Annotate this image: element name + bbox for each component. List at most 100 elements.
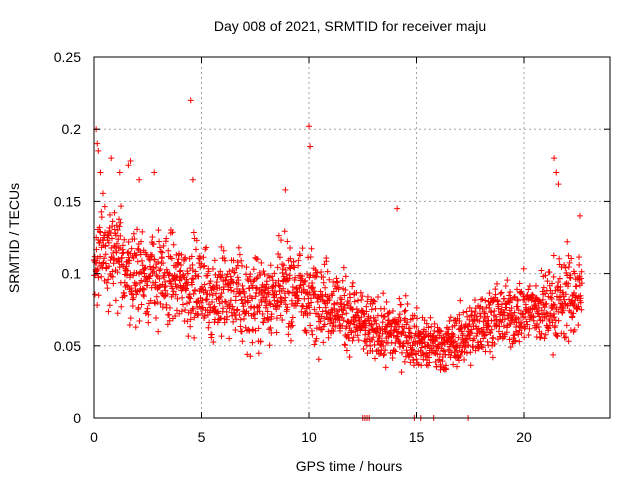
data-point xyxy=(417,329,424,336)
data-point xyxy=(463,336,470,343)
data-point xyxy=(320,339,327,346)
data-point xyxy=(129,302,136,309)
data-point xyxy=(334,279,341,286)
data-point xyxy=(246,328,253,335)
data-point xyxy=(290,258,297,265)
data-point xyxy=(128,285,135,292)
data-point xyxy=(139,228,146,235)
data-point xyxy=(460,309,467,316)
data-point xyxy=(347,320,354,327)
data-point xyxy=(565,263,572,270)
data-point xyxy=(485,323,492,330)
data-point xyxy=(518,319,525,326)
data-point xyxy=(193,237,200,244)
data-point xyxy=(296,252,303,259)
data-point xyxy=(125,238,132,245)
data-point xyxy=(346,353,353,360)
data-point xyxy=(554,333,561,340)
data-point xyxy=(488,309,495,316)
data-point xyxy=(469,343,476,350)
data-point xyxy=(436,351,443,358)
data-point xyxy=(232,327,239,334)
data-point xyxy=(326,296,333,303)
data-point xyxy=(207,278,214,285)
data-point xyxy=(325,334,332,341)
data-point xyxy=(556,255,563,262)
data-point xyxy=(150,241,157,248)
data-point xyxy=(221,255,228,262)
data-point xyxy=(522,313,529,320)
data-point xyxy=(563,322,570,329)
data-point xyxy=(514,297,521,304)
data-point xyxy=(413,304,420,311)
data-point xyxy=(404,300,411,307)
data-point xyxy=(191,334,198,341)
data-point xyxy=(562,264,569,271)
data-point xyxy=(541,335,548,342)
data-point xyxy=(162,278,169,285)
data-point xyxy=(567,274,574,281)
data-point xyxy=(450,332,457,339)
data-point xyxy=(220,305,227,312)
data-point xyxy=(578,280,585,287)
data-point xyxy=(104,285,111,292)
data-point xyxy=(358,296,365,303)
data-point xyxy=(379,319,386,326)
data-point xyxy=(578,275,585,282)
data-point xyxy=(456,318,463,325)
data-point xyxy=(109,268,116,275)
data-point xyxy=(514,296,521,303)
y-tick-label: 0.2 xyxy=(62,121,82,137)
data-point xyxy=(553,332,560,339)
data-point xyxy=(252,293,259,300)
data-point xyxy=(226,268,233,275)
data-point xyxy=(526,283,533,290)
data-point xyxy=(102,242,109,249)
data-point xyxy=(112,232,119,239)
data-point xyxy=(471,296,478,303)
data-point xyxy=(108,235,115,242)
data-point xyxy=(106,302,113,309)
data-point xyxy=(498,289,505,296)
data-point xyxy=(571,300,578,307)
data-point xyxy=(516,280,523,287)
data-point xyxy=(240,286,247,293)
data-point xyxy=(224,271,231,278)
data-point xyxy=(289,314,296,321)
data-point xyxy=(355,297,362,304)
data-point xyxy=(423,328,430,335)
data-point xyxy=(130,230,137,237)
data-point xyxy=(511,309,518,316)
data-point xyxy=(112,297,119,304)
data-point xyxy=(461,356,468,363)
data-point xyxy=(336,322,343,329)
data-point xyxy=(381,305,388,312)
data-point xyxy=(540,284,547,291)
data-point xyxy=(381,313,388,320)
data-point xyxy=(234,306,241,313)
data-point xyxy=(273,315,280,322)
data-point xyxy=(279,266,286,273)
data-point xyxy=(141,286,148,293)
data-point xyxy=(186,299,193,306)
data-point xyxy=(271,270,278,277)
data-point xyxy=(138,301,145,308)
data-point xyxy=(160,242,167,249)
data-point xyxy=(549,290,556,297)
data-point xyxy=(568,255,575,262)
outlier-point xyxy=(282,186,289,193)
data-point xyxy=(130,294,137,301)
axis-ticks: 0 5 10 15 20 0 0.05 0.1 0.15 0.2 0.25 xyxy=(54,49,610,445)
data-point xyxy=(364,293,371,300)
data-point xyxy=(376,323,383,330)
data-point xyxy=(256,302,263,309)
data-point xyxy=(453,320,460,327)
data-point xyxy=(299,245,306,252)
data-point xyxy=(291,264,298,271)
data-point xyxy=(577,299,584,306)
data-point xyxy=(278,237,285,244)
data-point xyxy=(309,284,316,291)
data-point xyxy=(223,274,230,281)
data-point xyxy=(398,369,405,376)
data-point xyxy=(238,257,245,264)
